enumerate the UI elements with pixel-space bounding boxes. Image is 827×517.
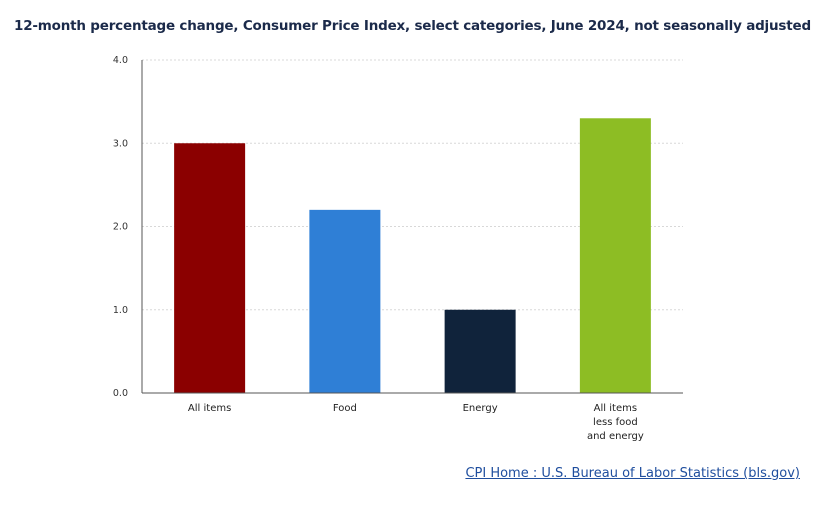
bar xyxy=(309,209,381,393)
x-category-label: Energy xyxy=(463,403,498,414)
y-tick-label: 4.0 xyxy=(113,55,128,66)
axes xyxy=(141,60,683,394)
y-tick-label: 2.0 xyxy=(113,222,128,233)
x-category-label: All items xyxy=(594,403,637,414)
bar xyxy=(579,118,651,394)
x-category-label: and energy xyxy=(587,431,644,442)
x-category-label: less food xyxy=(593,417,638,428)
x-category-label: Food xyxy=(333,403,357,414)
bar xyxy=(444,309,516,393)
bars xyxy=(174,118,651,394)
bar xyxy=(174,143,246,393)
y-tick-label: 3.0 xyxy=(113,138,128,149)
x-category-label: All items xyxy=(188,403,231,414)
source-link[interactable]: CPI Home : U.S. Bureau of Labor Statisti… xyxy=(465,466,800,481)
chart-title: 12-month percentage change, Consumer Pri… xyxy=(14,18,811,34)
y-tick-label: 1.0 xyxy=(113,305,128,316)
y-tick-labels: 0.0 1.0 2.0 3.0 4.0 xyxy=(113,55,128,399)
y-tick-label: 0.0 xyxy=(113,388,128,399)
x-category-labels: All items Food Energy All items less food and… xyxy=(188,403,644,442)
